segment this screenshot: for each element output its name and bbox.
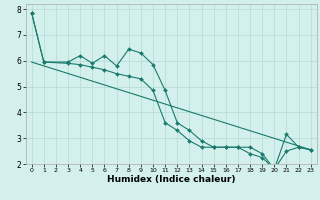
X-axis label: Humidex (Indice chaleur): Humidex (Indice chaleur) bbox=[107, 175, 236, 184]
